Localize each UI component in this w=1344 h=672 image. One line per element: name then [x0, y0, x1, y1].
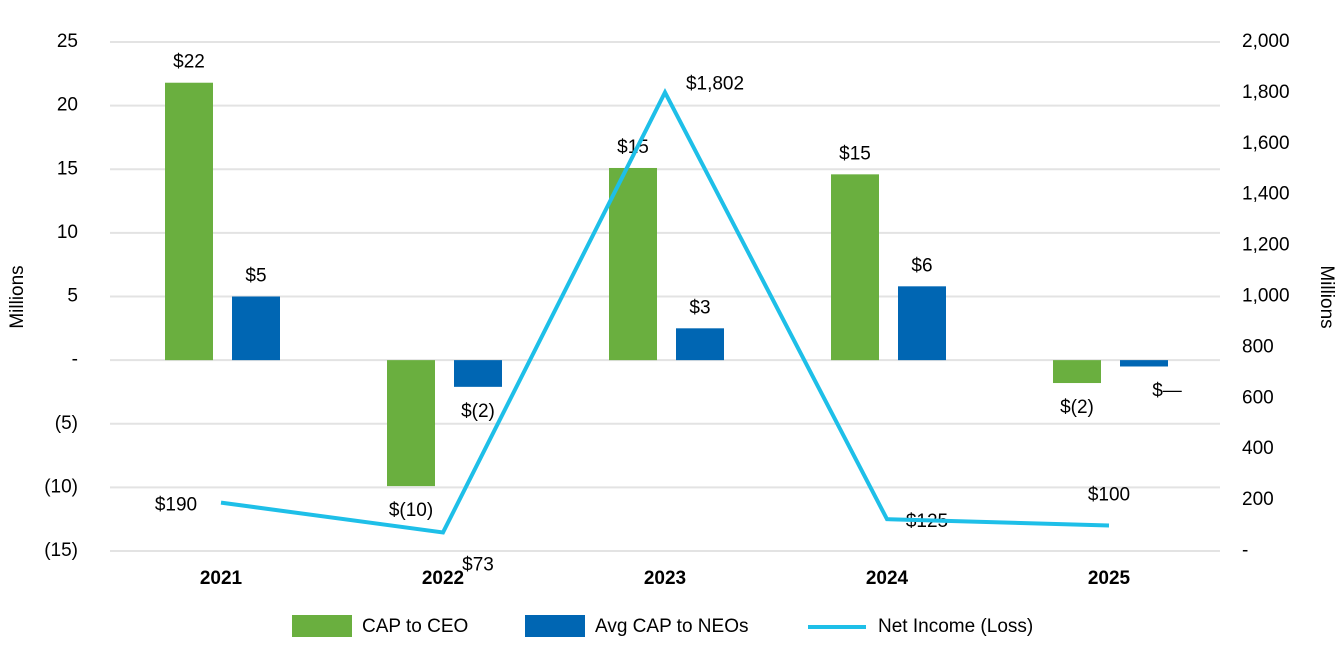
y2-tick-label: 1,000: [1242, 286, 1290, 307]
legend-swatch: [525, 615, 585, 637]
y2-tick-label: 400: [1242, 438, 1274, 459]
y2-tick-label: 1,400: [1242, 184, 1290, 205]
data-label: $5: [245, 266, 266, 287]
x-tick-label: 2021: [200, 568, 243, 589]
y2-tick-label: 600: [1242, 387, 1274, 408]
legend-label: Avg CAP to NEOs: [595, 616, 748, 637]
bar: [898, 286, 946, 361]
y-tick-label: -: [72, 349, 78, 370]
line: [220, 88, 1110, 535]
data-label: $—: [1152, 381, 1182, 402]
data-label: $73: [462, 554, 494, 575]
data-label: $15: [839, 143, 871, 164]
bar: [232, 296, 280, 361]
data-label: $22: [173, 52, 205, 73]
x-tick-label: 2023: [644, 568, 686, 589]
data-label: $(10): [389, 500, 433, 521]
y2-tick-label: 2,000: [1242, 31, 1290, 52]
y2-tick-label: 1,800: [1242, 82, 1290, 103]
y-axis-label: Millions: [7, 265, 28, 328]
x-tick-label: 2025: [1088, 568, 1131, 589]
bar: [387, 360, 435, 487]
y2-tick-label: 200: [1242, 489, 1274, 510]
y-tick-label: 20: [57, 95, 78, 116]
y-tick-label: 15: [57, 158, 78, 179]
bar: [676, 328, 724, 361]
data-label: $(2): [1060, 397, 1094, 418]
legend-label: Net Income (Loss): [878, 616, 1033, 637]
bar: [165, 82, 213, 361]
y-tick-label: (5): [55, 413, 78, 434]
y-tick-label: 5: [67, 286, 78, 307]
y2-tick-label: 1,200: [1242, 235, 1290, 256]
data-label: $100: [1088, 485, 1130, 506]
legend-label: CAP to CEO: [362, 616, 468, 637]
legend-swatch: [292, 615, 352, 637]
data-label: $3: [689, 297, 710, 318]
x-tick-label: 2024: [866, 568, 909, 589]
bar: [454, 360, 502, 387]
x-tick-label: 2022: [422, 568, 464, 589]
data-label: $190: [155, 495, 197, 516]
y2-tick-label: -: [1242, 540, 1248, 561]
y2-axis-label: Millions: [1316, 265, 1337, 328]
data-label: $1,802: [686, 73, 744, 94]
y-tick-label: 10: [57, 222, 78, 243]
data-label: $(2): [461, 401, 495, 422]
bar: [1053, 360, 1101, 384]
y-tick-label: (10): [44, 476, 78, 497]
y2-tick-label: 1,600: [1242, 133, 1290, 154]
data-label: $6: [911, 255, 932, 276]
y2-tick-label: 800: [1242, 336, 1274, 357]
bar: [609, 167, 657, 361]
bar: [1120, 360, 1168, 367]
bar: [831, 174, 879, 361]
y-tick-label: (15): [44, 540, 78, 561]
y-tick-label: 25: [57, 31, 78, 52]
